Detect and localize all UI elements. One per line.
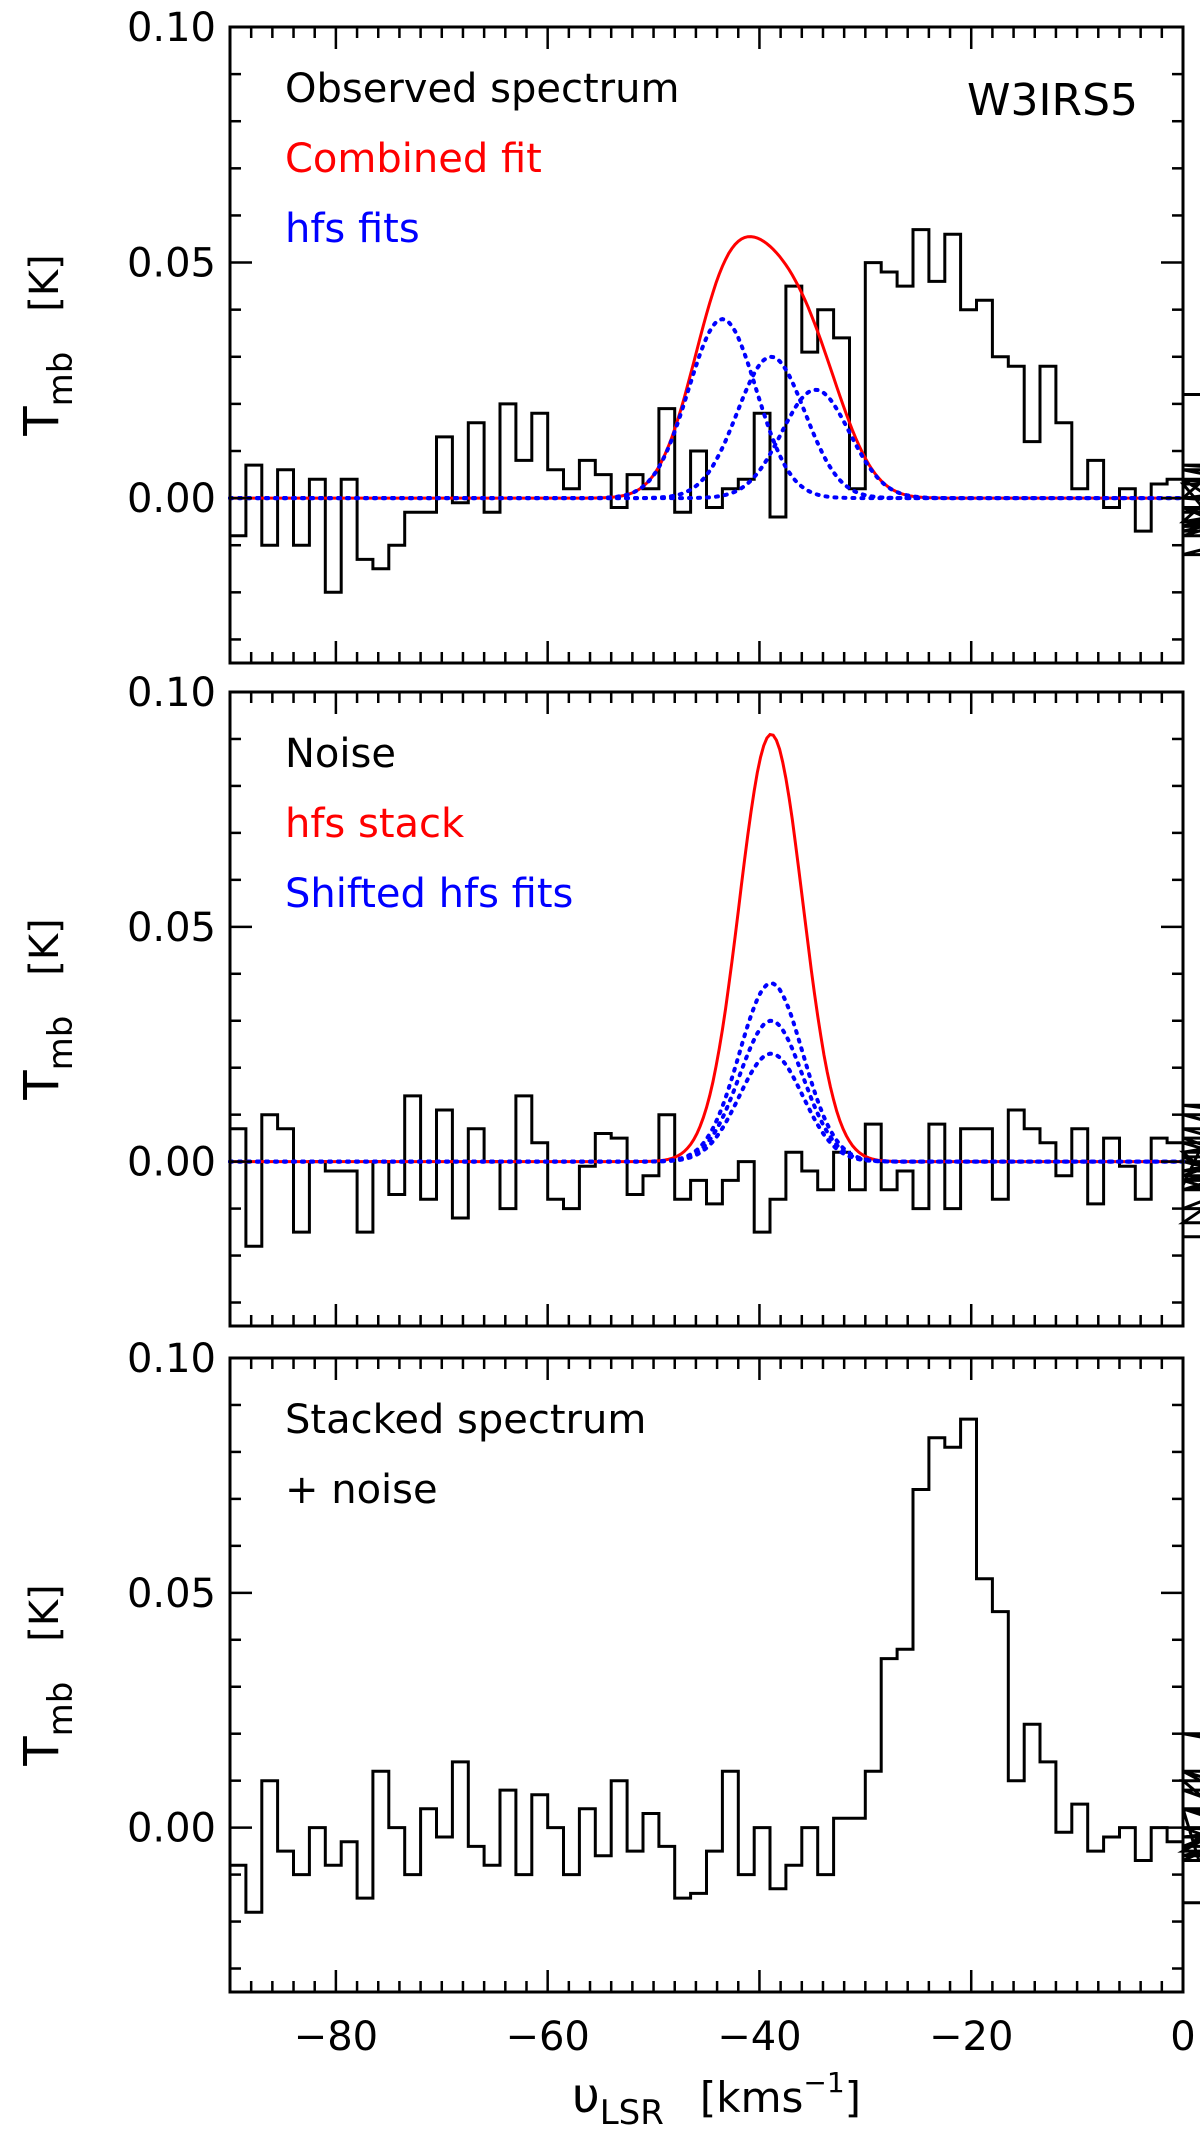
x-tick-label: −40	[717, 2014, 801, 2060]
series-stacked-spectrum-noise	[230, 1417, 1200, 1914]
x-axis-main: υ	[572, 2068, 600, 2124]
y-tick-label: 0.00	[127, 476, 216, 522]
y-tick-label: 0.00	[127, 1806, 216, 1852]
y-axis-unit: [K]	[22, 918, 68, 975]
y-axis-sub: mb	[41, 352, 81, 407]
x-tick-label: −20	[929, 2014, 1013, 2060]
y-tick-label: 0.05	[127, 241, 216, 287]
legend-entry: Observed spectrum	[285, 66, 679, 112]
panel-1: 0.00 0.05 0.10 Tmb [K] Observed spectrum Combi…	[14, 5, 1200, 665]
legend-entry: Combined fit	[285, 136, 542, 182]
y-axis-sub: mb	[41, 1682, 81, 1737]
x-tick-label: 0	[1170, 2014, 1195, 2060]
panel-2: 0.00 0.05 0.10 Tmb [K] Noise hfs stack Shifted …	[14, 670, 1200, 1328]
y-tick-label: 0.05	[127, 1571, 216, 1617]
y-axis-title: Tmb [K]	[14, 918, 81, 1100]
x-tick-label: −80	[294, 2014, 378, 2060]
series-shifted-hfs-fit-2	[228, 1018, 1185, 1164]
y-axis-main: T	[14, 1070, 70, 1101]
y-axis-main: T	[14, 406, 70, 437]
x-axis-unit: [kms	[700, 2073, 804, 2122]
x-axis-sup: −1	[803, 2066, 844, 2099]
y-tick-label: 0.05	[127, 905, 216, 951]
y-axis-main: T	[14, 1736, 70, 1767]
legend-entry: + noise	[285, 1467, 438, 1513]
legend-entry: Noise	[285, 731, 396, 777]
plot-frame	[228, 690, 1185, 1328]
series-hfs-stack	[230, 732, 1183, 1164]
series-noise	[230, 1094, 1200, 1248]
y-tick-label: 0.10	[127, 670, 216, 716]
y-tick-label: 0.10	[127, 1336, 216, 1382]
series-shifted-hfs-fit-3	[228, 1051, 1185, 1164]
y-tick-label: 0.10	[127, 5, 216, 51]
y-axis-unit: [K]	[22, 254, 68, 311]
y-axis-title: Tmb [K]	[14, 1584, 81, 1766]
legend-entry: Stacked spectrum	[285, 1397, 646, 1443]
y-axis-unit: [K]	[22, 1584, 68, 1641]
source-label: W3IRS5	[967, 75, 1138, 126]
legend-entry: hfs stack	[285, 801, 465, 847]
x-tick-label: −60	[505, 2014, 589, 2060]
y-axis-title: Tmb [K]	[14, 254, 81, 436]
y-axis-sub: mb	[41, 1016, 81, 1071]
plot-frame	[228, 25, 1185, 665]
series-observed-spectrum	[230, 228, 1200, 594]
x-axis-sub: LSR	[600, 2093, 664, 2130]
series-hfs-fit-3	[228, 387, 1185, 501]
legend-entry: hfs fits	[285, 206, 420, 252]
plot-frame	[228, 1356, 1185, 1994]
panel-3: 0.00 0.05 0.10 −80 −60 −40 −20 0 Tmb [K] υLSR [kms−…	[14, 1336, 1200, 2130]
series-shifted-hfs-fit-1	[228, 981, 1185, 1164]
y-tick-label: 0.00	[127, 1140, 216, 1186]
x-axis-close: ]	[845, 2073, 861, 2122]
x-axis-title: υLSR [kms−1]	[572, 2066, 861, 2130]
legend-entry: Shifted hfs fits	[285, 871, 573, 917]
